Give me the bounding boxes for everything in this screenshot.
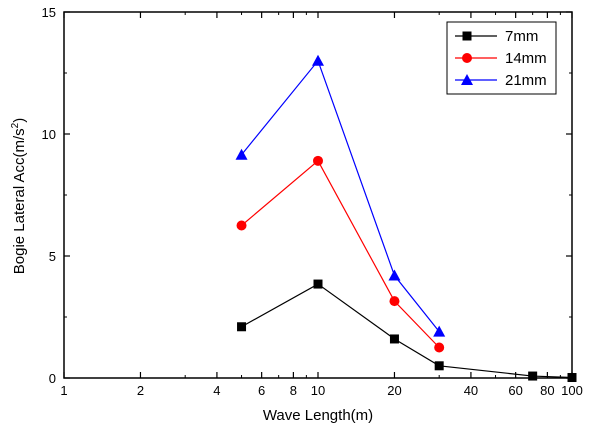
- data-point-21mm: [388, 269, 401, 281]
- x-tick-label: 8: [290, 383, 297, 398]
- series-layer: [235, 54, 577, 383]
- legend-marker-21mm: [461, 74, 473, 85]
- x-tick-label: 20: [387, 383, 401, 398]
- y-tick-label: 10: [42, 127, 56, 142]
- x-tick-label: 40: [464, 383, 478, 398]
- x-tick-label: 10: [311, 383, 325, 398]
- data-point-14mm: [389, 296, 400, 307]
- y-axis-title: Bogie Lateral Acc(m/s2): [10, 118, 28, 274]
- legend-marker-14mm: [462, 53, 472, 63]
- y-tick-label: 0: [49, 371, 56, 386]
- x-tick-label: 80: [540, 383, 554, 398]
- x-tick-label: 60: [508, 383, 522, 398]
- data-point-14mm: [434, 342, 445, 353]
- data-point-7mm: [389, 334, 399, 344]
- x-tick-label: 4: [213, 383, 220, 398]
- series-21mm: [235, 54, 446, 337]
- data-point-7mm: [237, 322, 247, 332]
- legend-label-7mm: 7mm: [505, 28, 538, 45]
- data-point-14mm: [236, 220, 247, 231]
- legend: 7mm 14mm 21mm: [446, 21, 557, 95]
- data-point-21mm: [433, 325, 446, 337]
- y-tick-label: 5: [49, 249, 56, 264]
- x-tick-label: 6: [258, 383, 265, 398]
- data-point-7mm: [567, 373, 577, 383]
- legend-marker-7mm: [462, 31, 472, 41]
- x-tick-label: 100: [561, 383, 583, 398]
- x-tick-label: 1: [60, 383, 67, 398]
- data-point-7mm: [313, 279, 323, 289]
- data-point-21mm: [312, 54, 324, 66]
- data-point-21mm: [235, 148, 248, 160]
- data-point-7mm: [528, 371, 538, 381]
- x-tick-label: 2: [137, 383, 144, 398]
- axes: 1 2 4 6 8 10 20 40 60 80 100 0 5 10 15: [42, 5, 583, 398]
- y-axis-title-main: Bogie Lateral Acc(m/s: [11, 128, 28, 274]
- series-line-14mm: [241, 159, 440, 348]
- y-axis-title-superscript: 2: [10, 122, 21, 128]
- data-point-7mm: [434, 361, 444, 371]
- legend-label-21mm: 21mm: [505, 72, 547, 89]
- series-7mm: [237, 279, 577, 383]
- data-point-14mm: [313, 155, 323, 166]
- series-line-21mm: [241, 59, 440, 333]
- x-axis-title: Wave Length(m): [263, 407, 373, 424]
- y-tick-label: 15: [42, 5, 56, 20]
- series-line-7mm: [241, 283, 573, 379]
- y-axis-title-end: ): [11, 118, 28, 123]
- series-14mm: [236, 155, 445, 353]
- legend-label-14mm: 14mm: [505, 50, 547, 67]
